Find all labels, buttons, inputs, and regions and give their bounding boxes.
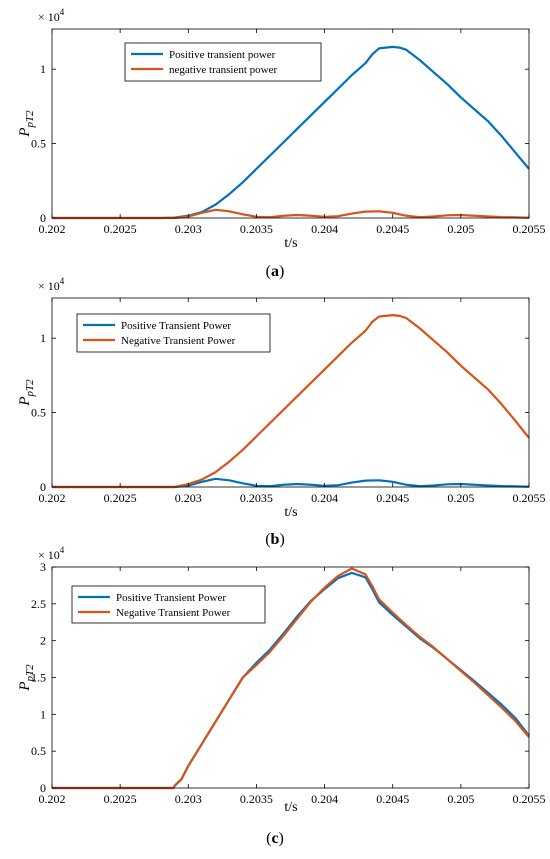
x-tick-label: 0.204: [311, 792, 338, 806]
x-tick-label: 0.205: [447, 792, 474, 806]
legend-label-1: Positive transient power: [169, 49, 276, 61]
y-tick-label: 0.5: [31, 406, 46, 420]
x-tick-label: 0.2035: [240, 222, 273, 236]
x-tick-label: 0.203: [175, 792, 202, 806]
legend-label-2: Negative Transient Power: [116, 607, 231, 619]
y-axis-label-sub: pT2: [24, 110, 36, 129]
series-line-2: [52, 314, 530, 489]
panel-label: (a): [266, 263, 285, 280]
axes-box: [51, 297, 530, 488]
x-tick-label: 0.205: [447, 222, 474, 236]
y-axis-label-sub: pT2: [24, 664, 36, 683]
panel-label-close: ): [279, 531, 284, 548]
chart-panel-b: 0.202 0.2025 0.203 0.2035 0.204 0.2045 0.205 0.…: [17, 276, 546, 548]
panel-label-open: (: [266, 830, 271, 847]
panel-label-close: ): [279, 830, 284, 847]
legend-label-1: Positive Transient Power: [116, 592, 226, 604]
y-tick-label: 2.5: [31, 597, 46, 611]
legend-label-2: negative transient power: [169, 64, 277, 76]
y-tick-label: 0: [40, 781, 46, 795]
legend-box: [71, 585, 266, 624]
x-tick-label: 0.2035: [240, 792, 273, 806]
panel-label-open: (: [265, 531, 270, 548]
x-tick-label: 0.2025: [104, 792, 137, 806]
axes-box: [51, 28, 530, 219]
panel-label-letter: a: [271, 263, 279, 280]
chart-panel-c: 0.202 0.2025 0.203 0.2035 0.204 0.2045 0.205 0.…: [17, 545, 546, 847]
y-tick-label: 0.5: [31, 137, 46, 151]
x-axis-label: t/s: [284, 800, 297, 815]
x-tick-label: 0.205: [447, 491, 474, 505]
y-axis-label: PpT2: [17, 110, 36, 138]
y-tick-label: 3: [40, 560, 46, 574]
x-tick-label: 0.2045: [376, 222, 409, 236]
x-axis-label: t/s: [284, 236, 297, 251]
legend: Positive Transient Power Negative Transie…: [71, 585, 266, 624]
series-line-2: [52, 567, 530, 790]
legend-label-2: Negative Transient Power: [121, 335, 236, 347]
series-line-1: [52, 45, 530, 220]
x-tick-label: 0.202: [39, 792, 66, 806]
legend-box: [124, 42, 322, 82]
y-exponent-label: × 104: [38, 276, 65, 293]
x-tick-label: 0.2035: [240, 491, 273, 505]
y-axis-label: PpT2: [17, 664, 36, 692]
y-tick-label: 0: [40, 480, 46, 494]
panel-label-letter: c: [271, 830, 278, 847]
y-exponent-label: × 104: [38, 7, 65, 24]
chart-panel-a: 0.202 0.2025 0.203 0.2035 0.204 0.2045 0.205 0.…: [17, 7, 546, 280]
x-tick-label: 0.203: [175, 222, 202, 236]
x-tick-label: 0.2045: [376, 792, 409, 806]
panel-label-close: ): [279, 263, 284, 280]
x-tick-label: 0.202: [39, 491, 66, 505]
x-tick-label: 0.2055: [513, 491, 546, 505]
y-tick-label: 0.5: [31, 744, 46, 758]
legend: Positive Transient Power Negative Transie…: [76, 313, 271, 353]
series-line-2: [52, 208, 530, 220]
x-tick-label: 0.2025: [104, 222, 137, 236]
panel-label-open: (: [266, 263, 271, 280]
y-tick-label: 1: [40, 331, 46, 345]
y-axis-label-sub: pT2: [24, 379, 36, 398]
y-tick-label: 1: [40, 62, 46, 76]
x-tick-label: 0.2055: [513, 222, 546, 236]
y-exponent-label: × 104: [38, 545, 65, 562]
legend: Positive transient power negative transie…: [124, 42, 322, 82]
x-tick-label: 0.2055: [513, 792, 546, 806]
x-tick-label: 0.202: [39, 222, 66, 236]
x-axis-label: t/s: [284, 505, 297, 520]
y-exponent-power: 4: [60, 276, 65, 286]
x-tick-label: 0.2025: [104, 491, 137, 505]
y-tick-label: 1: [40, 707, 46, 721]
x-tick-label: 0.204: [311, 491, 338, 505]
y-exponent-power: 4: [60, 545, 65, 555]
y-tick-label: 1.5: [31, 671, 46, 685]
y-tick-label: 0: [40, 211, 46, 225]
series-line-1: [52, 477, 530, 489]
y-tick-label: 2: [40, 634, 46, 648]
x-tick-label: 0.203: [175, 491, 202, 505]
y-axis-label: PpT2: [17, 379, 36, 407]
panel-label: (b): [265, 531, 285, 548]
legend-label-1: Positive Transient Power: [121, 320, 231, 332]
legend-box: [76, 313, 271, 353]
panel-label-letter: b: [271, 531, 280, 548]
x-tick-label: 0.204: [311, 222, 338, 236]
y-exponent-power: 4: [60, 7, 65, 17]
panel-label: (c): [266, 830, 284, 847]
x-tick-label: 0.2045: [376, 491, 409, 505]
